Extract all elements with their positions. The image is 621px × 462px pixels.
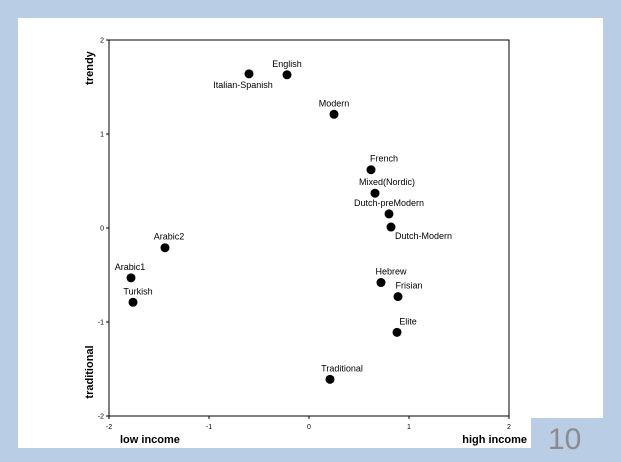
plot-area bbox=[108, 39, 510, 417]
data-point bbox=[160, 243, 170, 253]
data-point-label: Frisian bbox=[395, 281, 422, 291]
data-point-label: Arabic1 bbox=[115, 262, 146, 272]
data-point-label: English bbox=[272, 59, 302, 69]
data-point-label: Italian-Spanish bbox=[213, 80, 273, 90]
x-axis-label-right: high income bbox=[462, 434, 527, 446]
y-tick-label: -2 bbox=[98, 414, 104, 421]
tick-group: -2 -1 0 1 2 2 1 0 -1 -2 bbox=[98, 38, 511, 432]
data-point bbox=[376, 278, 386, 288]
data-point bbox=[370, 188, 380, 198]
x-axis-label-left: low income bbox=[120, 434, 180, 446]
data-points: English Italian-Spanish Modern French Mixed(… bbox=[115, 59, 452, 384]
x-tick-label: 1 bbox=[407, 424, 411, 431]
data-point bbox=[282, 70, 292, 80]
data-point-label: Modern bbox=[319, 98, 350, 108]
data-point-label: Elite bbox=[399, 316, 417, 326]
y-tick-label: 2 bbox=[100, 38, 104, 45]
x-tick-label: -2 bbox=[106, 424, 112, 431]
data-point-label: Dutch-preModern bbox=[354, 198, 424, 208]
data-point bbox=[329, 109, 339, 119]
data-point-label: Traditional bbox=[321, 363, 363, 373]
x-tick-label: 2 bbox=[507, 424, 511, 431]
data-point bbox=[244, 69, 254, 79]
data-point-label: Turkish bbox=[123, 286, 152, 296]
x-tick-label: -1 bbox=[206, 424, 212, 431]
data-point bbox=[386, 222, 396, 232]
data-point bbox=[393, 292, 403, 302]
x-tick-label: 0 bbox=[307, 424, 311, 431]
data-point bbox=[384, 209, 394, 219]
y-axis-label-bottom: traditional bbox=[84, 345, 96, 398]
y-tick-label: 0 bbox=[100, 226, 104, 233]
data-point-label: Mixed(Nordic) bbox=[359, 177, 415, 187]
data-point bbox=[366, 165, 376, 175]
data-point bbox=[128, 297, 138, 307]
data-point bbox=[325, 374, 335, 384]
y-tick-label: -1 bbox=[98, 320, 104, 327]
slide-number-box bbox=[531, 418, 603, 462]
data-point-label: Arabic2 bbox=[154, 232, 185, 242]
data-point-label: Hebrew bbox=[375, 267, 407, 277]
y-tick-label: 1 bbox=[100, 132, 104, 139]
data-point bbox=[392, 327, 402, 337]
slide-number: 10 bbox=[548, 423, 582, 456]
data-point-label: Dutch-Modern bbox=[395, 231, 452, 241]
data-point bbox=[126, 273, 136, 283]
y-axis-label-top: trendy bbox=[84, 50, 96, 85]
data-point-label: French bbox=[370, 154, 398, 164]
